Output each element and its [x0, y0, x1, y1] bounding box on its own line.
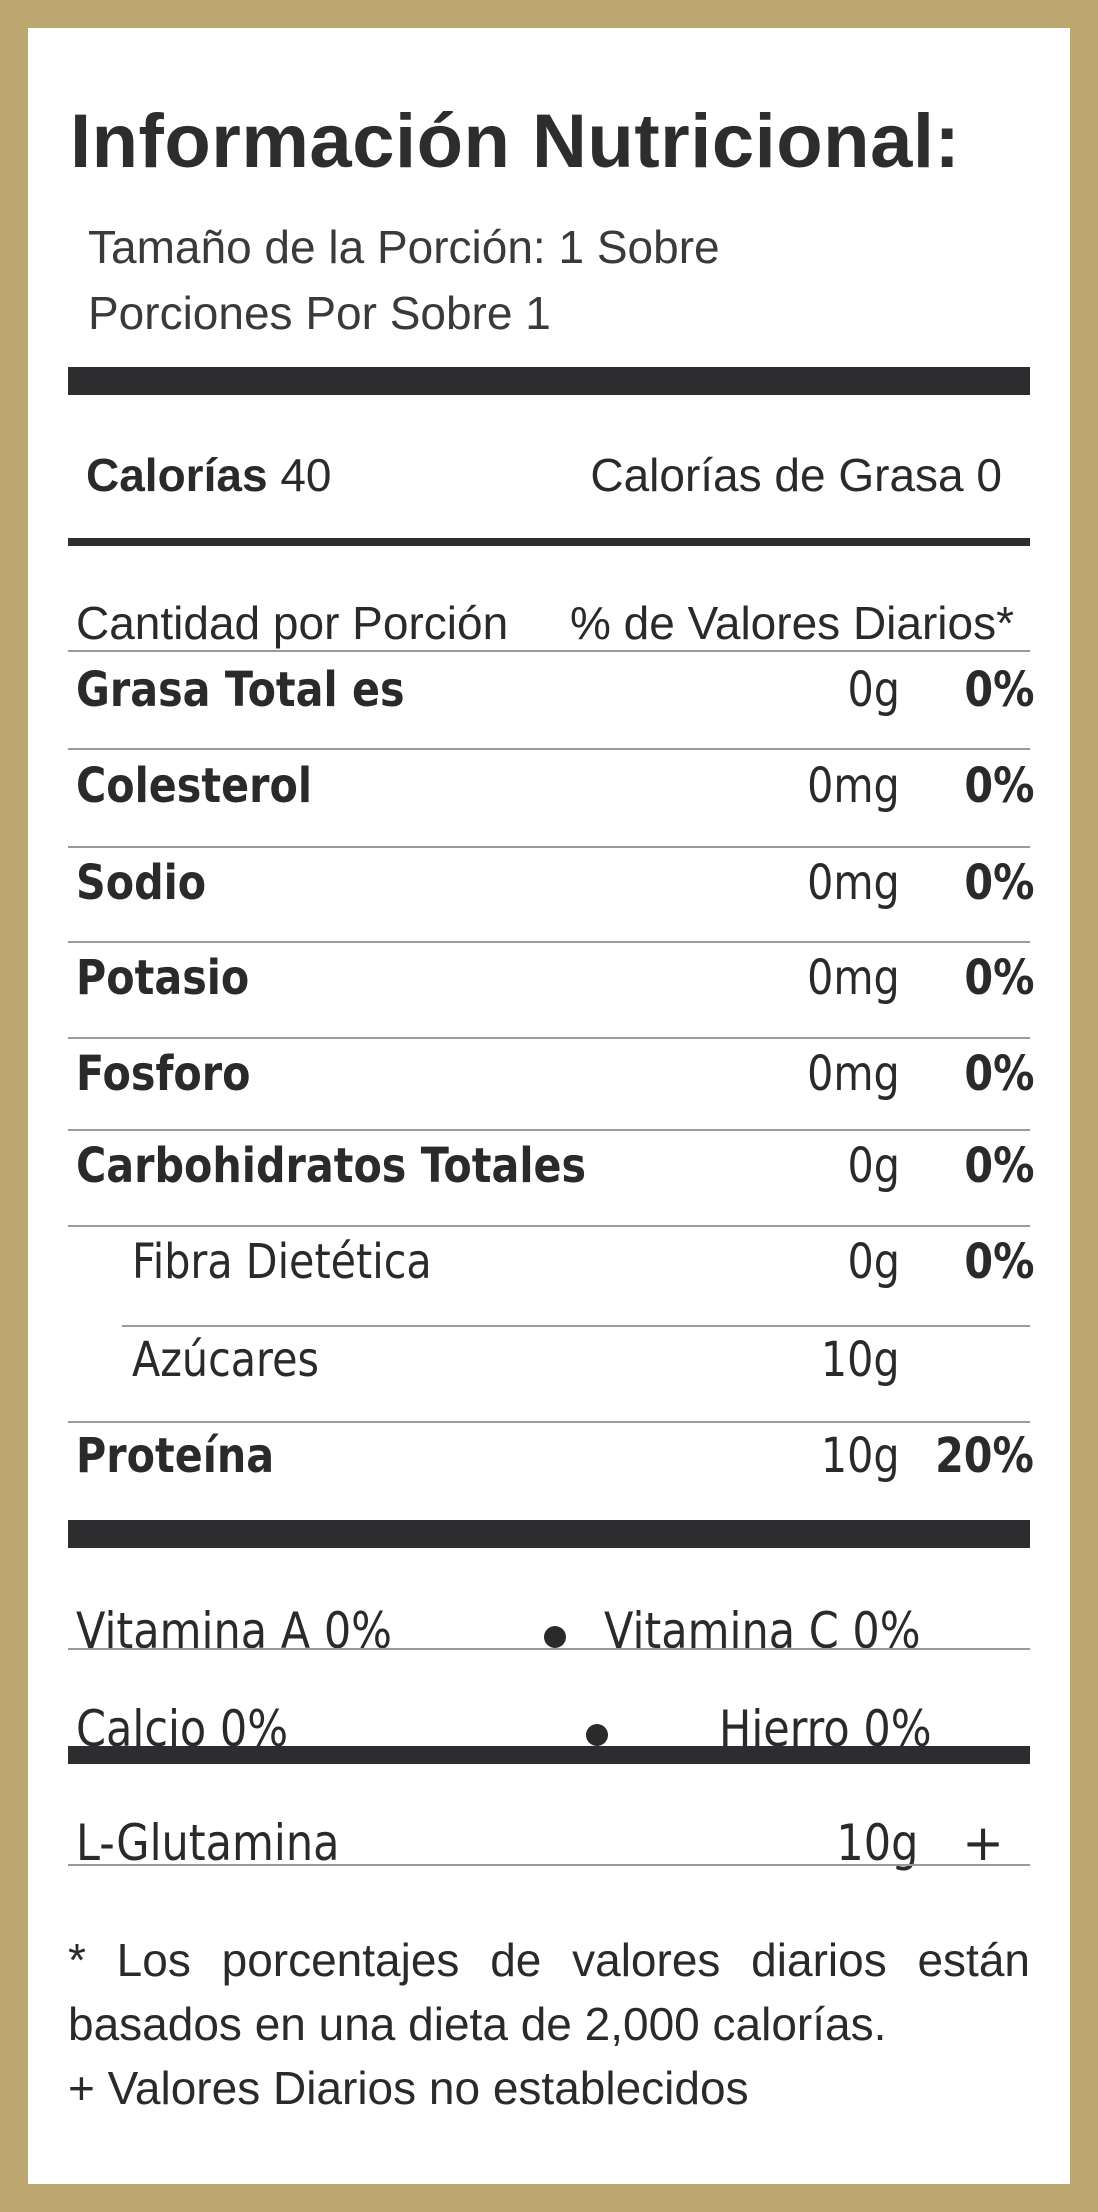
- amount-per-serving-header: Cantidad por Porción: [76, 597, 509, 649]
- footnote-line-3: + Valores Diarios no establecidos: [68, 2062, 749, 2114]
- row-divider: [68, 1129, 1030, 1131]
- bullet-dot: [544, 1626, 566, 1648]
- nutrient-amount: 0mg: [807, 855, 900, 911]
- nutrient-amount: 0g: [847, 1234, 900, 1290]
- row-divider: [68, 1864, 1030, 1866]
- row-divider: [68, 1037, 1030, 1039]
- calories-from-fat: Calorías de Grasa 0: [590, 449, 1002, 501]
- top-thick-rule: [68, 367, 1030, 395]
- nutrient-daily-value: 0%: [963, 758, 1034, 814]
- row-divider: [68, 1225, 1030, 1227]
- daily-values-header: % de Valores Diarios*: [569, 597, 1014, 649]
- glutamine-thick-rule: [68, 1746, 1030, 1764]
- vitamin-c: Vitamina C 0%: [604, 1602, 921, 1660]
- vitamins-thick-rule: [68, 1520, 1030, 1548]
- nutrient-name: Fibra Dietética: [132, 1234, 432, 1290]
- bullet-dot: [586, 1724, 608, 1746]
- nutrient-amount: 0g: [847, 1138, 900, 1194]
- nutrient-name: Colesterol: [76, 758, 312, 814]
- nutrient-name: Fosforo: [76, 1046, 251, 1102]
- nutrient-daily-value: 20%: [935, 1428, 1034, 1484]
- glutamine-amount: 10g: [835, 1814, 918, 1872]
- nutrient-name: Carbohidratos Totales: [76, 1138, 587, 1194]
- row-divider: [68, 650, 1030, 652]
- nutrient-daily-value: 0%: [963, 1138, 1034, 1194]
- nutrient-amount: 0g: [847, 662, 900, 718]
- nutrient-name: Sodio: [76, 855, 207, 911]
- row-divider: [68, 748, 1030, 750]
- footnote-line-1: * Los porcentajes de valores diarios est…: [68, 1934, 1030, 1986]
- row-divider: [68, 941, 1030, 943]
- calories-value: 40: [280, 449, 332, 501]
- nutrient-amount: 10g: [821, 1428, 900, 1484]
- nutrient-amount: 0mg: [807, 1046, 900, 1102]
- label-title: Información Nutricional:: [70, 99, 961, 184]
- vitamin-a: Vitamina A 0%: [76, 1602, 393, 1660]
- calories-rule: [68, 538, 1030, 546]
- nutrient-daily-value: 0%: [963, 662, 1034, 718]
- footnote: * Los porcentajes de valores diarios est…: [68, 1928, 1030, 2120]
- row-divider: [68, 1421, 1030, 1423]
- nutrient-daily-value: 0%: [963, 950, 1034, 1006]
- calories-label: Calorías: [86, 449, 268, 501]
- footnote-line-2: basados en una dieta de 2,000 calorías.: [68, 1998, 887, 2050]
- nutrient-daily-value: 0%: [963, 1046, 1034, 1102]
- nutrient-amount: 0mg: [807, 758, 900, 814]
- row-divider: [68, 1648, 1030, 1650]
- nutrient-amount: 0mg: [807, 950, 900, 1006]
- row-divider: [122, 1325, 1030, 1327]
- calories-row: Calorías 40: [86, 448, 331, 502]
- nutrient-amount: 10g: [821, 1332, 900, 1388]
- nutrient-daily-value: 0%: [963, 1234, 1034, 1290]
- nutrient-name: Azúcares: [132, 1332, 320, 1388]
- nutrient-name: Potasio: [76, 950, 250, 1006]
- nutrient-daily-value: 0%: [963, 855, 1034, 911]
- not-established-mark: +: [962, 1814, 1004, 1872]
- serving-size: Tamaño de la Porción: 1 Sobre: [88, 221, 720, 273]
- nutrition-label-panel: Información Nutricional: Tamaño de la Po…: [28, 28, 1070, 2184]
- glutamine-label: L-Glutamina: [76, 1814, 340, 1872]
- servings-per-container: Porciones Por Sobre 1: [88, 287, 551, 339]
- nutrient-name: Proteína: [76, 1428, 275, 1484]
- row-divider: [68, 846, 1030, 848]
- nutrient-name: Grasa Total es: [76, 662, 405, 718]
